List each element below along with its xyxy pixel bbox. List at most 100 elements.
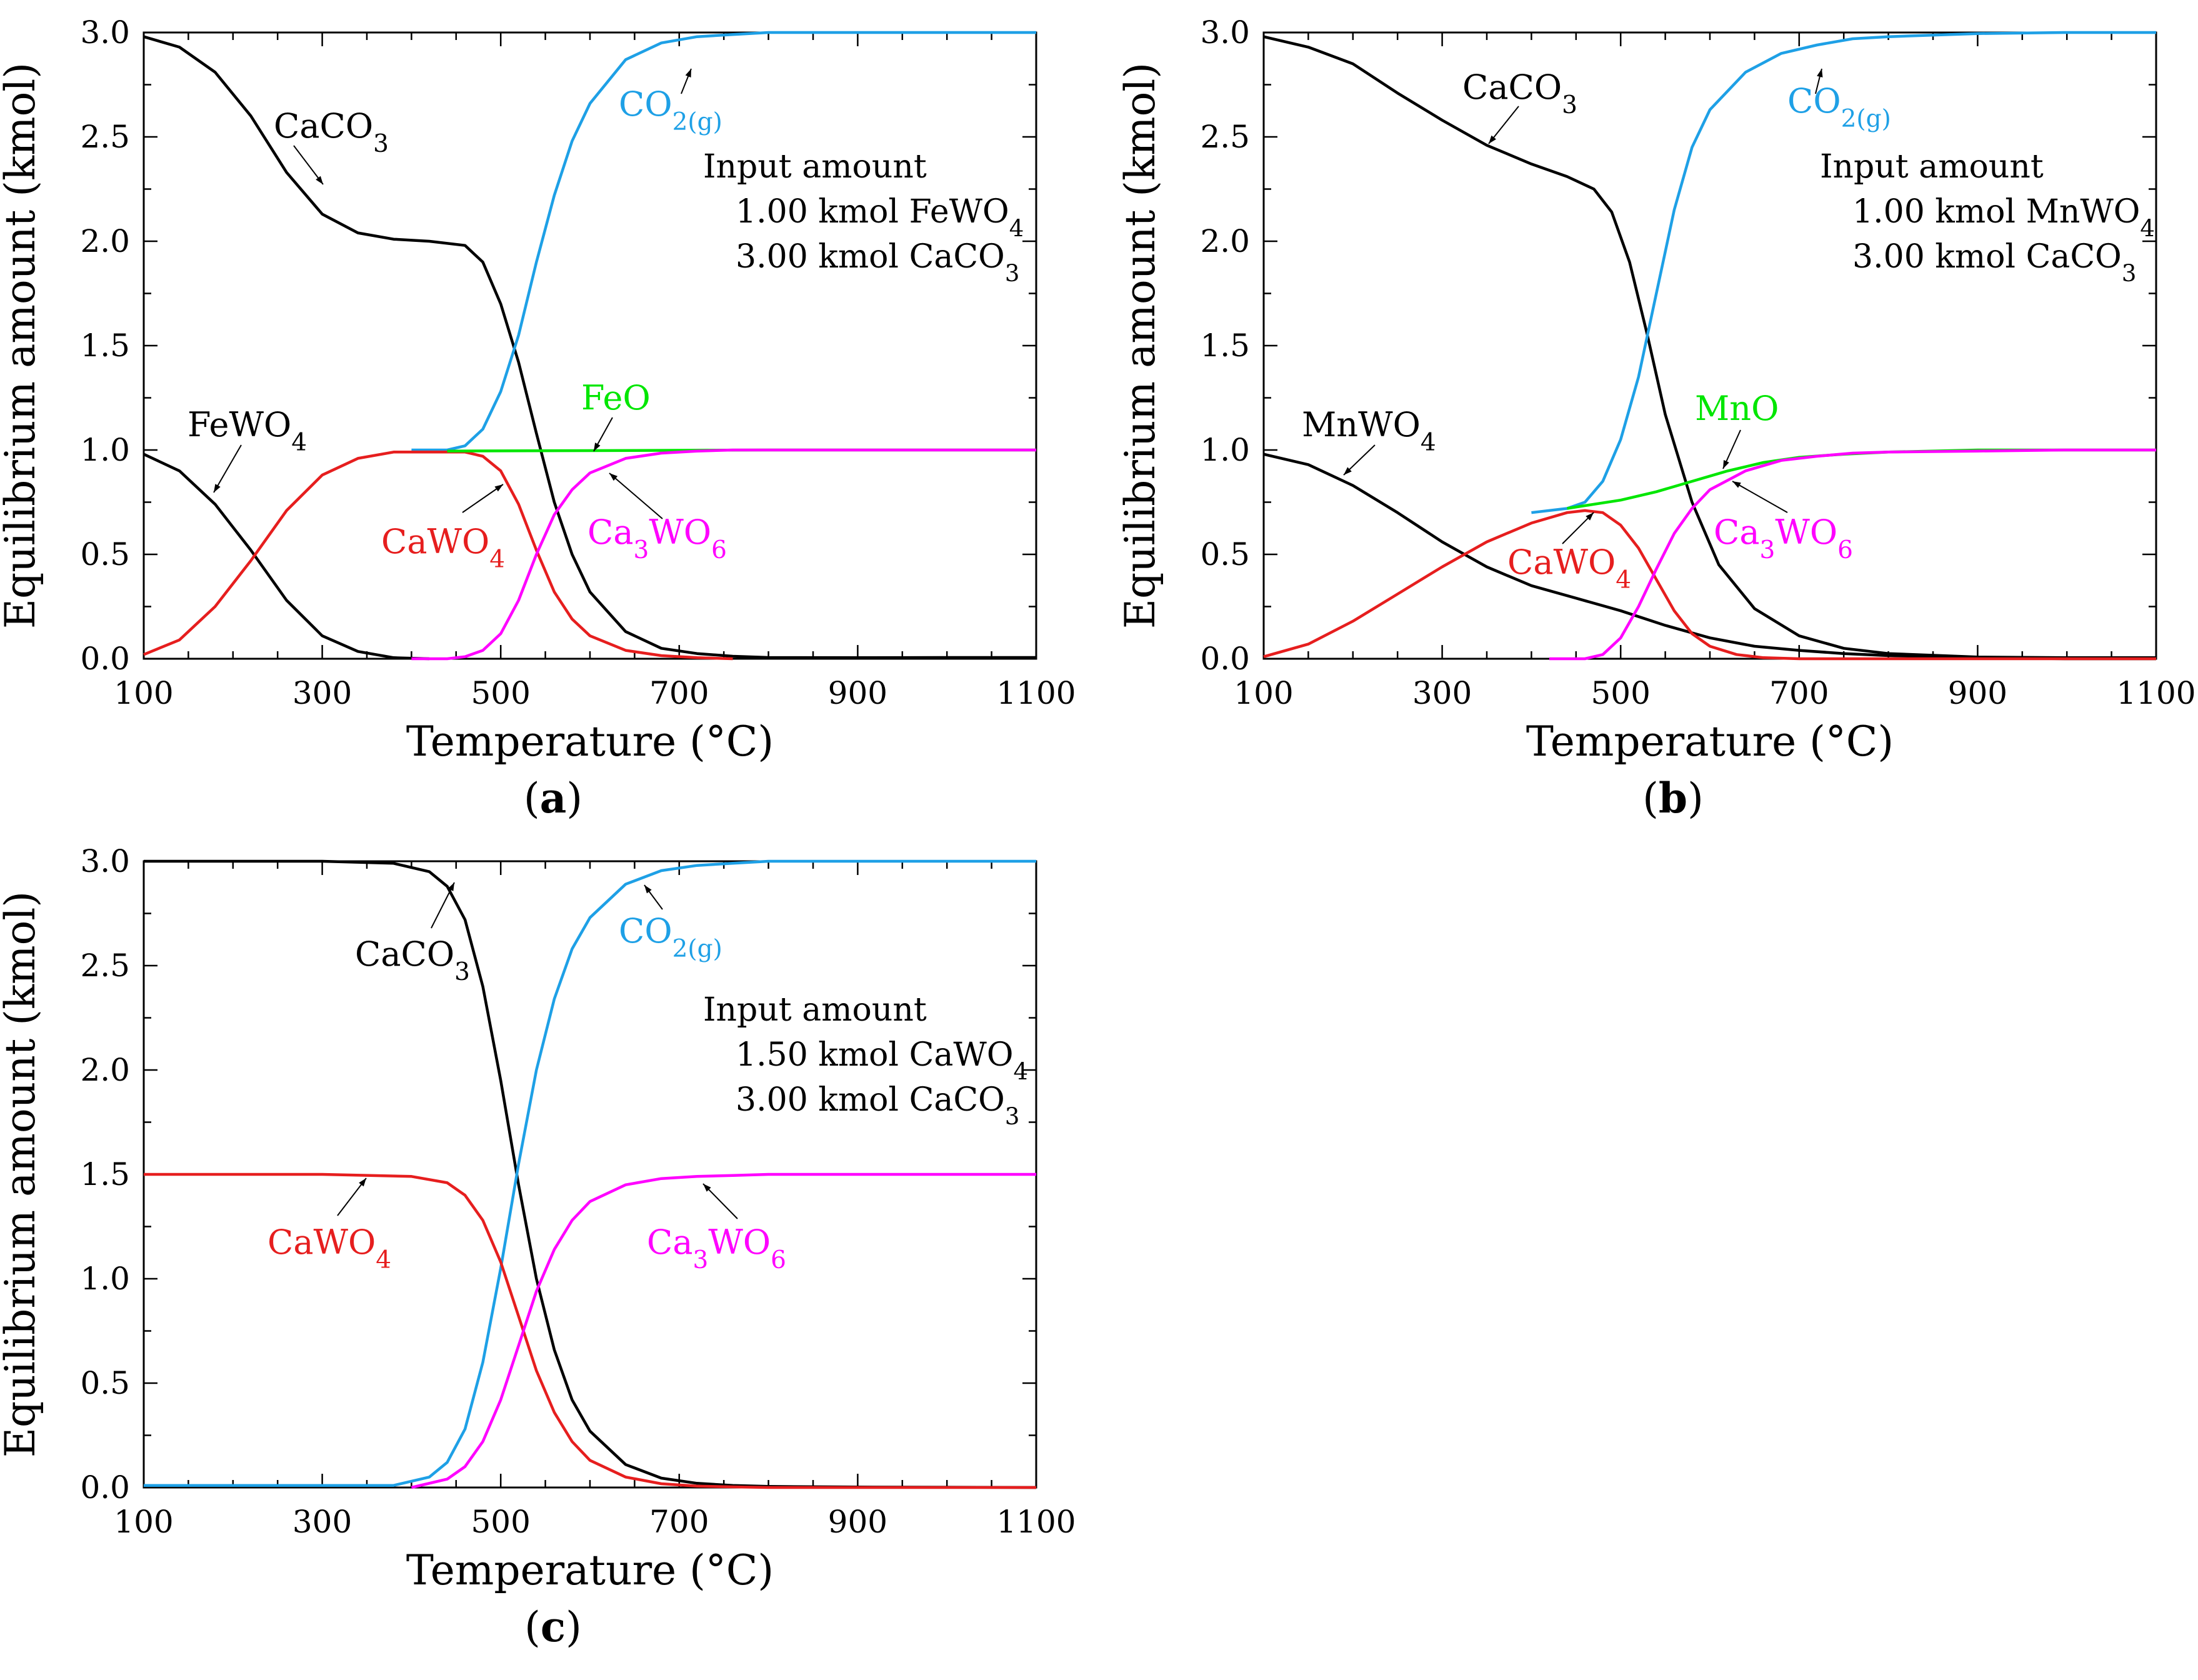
y-tick-label: 3.0 [80, 14, 130, 51]
series-label-CaCO3: CaCO3 [355, 934, 470, 986]
label-pointer-head [214, 484, 221, 492]
y-tick-label: 2.5 [1200, 119, 1250, 155]
x-tick-label: 1100 [996, 1504, 1076, 1540]
y-tick-label: 2.0 [80, 1052, 130, 1088]
label-pointer-head [494, 484, 503, 492]
x-tick-label: 100 [114, 1504, 173, 1540]
plot-frame [1262, 31, 2157, 660]
series-label-CaCO3: CaCO3 [1462, 68, 1577, 119]
x-tick-label: 900 [828, 1504, 887, 1540]
y-axis-label: Equilibrium amount (kmol) [0, 62, 44, 629]
series-line-CaWO4 [143, 451, 733, 661]
y-tick-label: 0.0 [80, 1469, 130, 1506]
series-label-CaWO4: CaWO4 [381, 522, 505, 574]
input-amount-line: 3.00 kmol CaCO3 [736, 238, 1019, 287]
y-tick-label: 1.5 [1200, 328, 1250, 364]
y-tick-label: 0.5 [80, 536, 130, 572]
label-pointer-head [1732, 481, 1741, 488]
y-tick-label: 3.0 [1200, 14, 1250, 51]
series-label-CaWO4: CaWO4 [267, 1222, 391, 1274]
y-tick-label: 1.0 [80, 1261, 130, 1297]
series-label-CaCO3: CaCO3 [274, 106, 389, 158]
x-tick-label: 700 [1769, 675, 1829, 711]
y-tick-label: 1.0 [80, 432, 130, 468]
x-tick-label: 700 [649, 1504, 709, 1540]
label-pointer-head [609, 473, 618, 481]
label-pointer [213, 444, 242, 493]
series-label-Ca3WO6: Ca3WO6 [1714, 512, 1853, 564]
series-label-Ca3WO6: Ca3WO6 [587, 512, 727, 564]
series-label-FeWO4: FeWO4 [187, 405, 307, 457]
x-tick-label: 900 [1948, 675, 2007, 711]
y-tick-label: 0.5 [80, 1365, 130, 1401]
series-line-Ca3WO6 [411, 448, 1036, 661]
series-label-CO2(g): CO2(g) [619, 84, 722, 136]
x-tick-label: 300 [1412, 675, 1472, 711]
panel-label: (c) [524, 1602, 582, 1651]
x-tick-label: 300 [292, 1504, 352, 1540]
x-axis-label: Temperature (°C) [406, 718, 774, 766]
series-label-MnWO4: MnWO4 [1302, 405, 1436, 457]
series-label-FeO: FeO [581, 378, 651, 418]
label-pointer-head [1489, 135, 1496, 144]
y-tick-label: 0.5 [1200, 536, 1250, 572]
x-tick-label: 1100 [2116, 675, 2196, 711]
series-line-MnO [1567, 448, 2156, 510]
label-pointer-head [1344, 467, 1352, 475]
input-amount-line: 1.00 kmol FeWO4 [736, 193, 1024, 242]
series-label-CO2(g): CO2(g) [619, 911, 722, 963]
y-tick-label: 2.0 [80, 223, 130, 259]
series-label-MnO: MnO [1695, 389, 1779, 428]
x-tick-label: 700 [649, 675, 709, 711]
series-line-CO2(g) [144, 859, 1036, 1487]
x-axis-label: Temperature (°C) [1526, 718, 1894, 766]
label-pointer-head [447, 882, 454, 891]
input-amount-line: 3.00 kmol CaCO3 [1852, 238, 2136, 287]
x-tick-label: 1100 [996, 675, 1076, 711]
y-axis-label: Equilibrium amount (kmol) [1116, 62, 1164, 629]
series-label-CO2(g): CO2(g) [1787, 81, 1891, 133]
y-axis-label: Equilibrium amount (kmol) [0, 891, 44, 1458]
panel-label: (a) [524, 774, 582, 822]
label-pointer-head [703, 1184, 711, 1192]
x-tick-label: 300 [292, 675, 352, 711]
label-pointer-head [644, 885, 652, 894]
x-tick-label: 500 [1591, 675, 1650, 711]
chart-panel-a: 0.0 0.5 1.0 1.5 2.0 2.5 3.0 100 300 500 700 900 1100… [0, 14, 1076, 822]
series-line-Ca3WO6 [411, 1172, 1036, 1489]
chart-panel-b: 0.0 0.5 1.0 1.5 2.0 2.5 3.0 100 300 500 700 900 1100… [1116, 14, 2196, 822]
label-pointer-head [1723, 460, 1729, 469]
label-pointer [431, 882, 455, 929]
y-tick-label: 0.0 [1200, 641, 1250, 677]
label-pointer-head [685, 69, 691, 78]
series-line-CaWO4 [144, 1172, 1036, 1489]
panel-label: (b) [1642, 774, 1704, 822]
label-pointer [462, 484, 504, 513]
label-pointer-head [594, 442, 601, 451]
series-line-Ca3WO6 [1549, 448, 2156, 661]
series-line-CO2(g) [1531, 31, 2156, 514]
y-tick-label: 2.5 [80, 119, 130, 155]
x-tick-label: 500 [471, 675, 530, 711]
x-tick-label: 900 [828, 675, 887, 711]
y-tick-label: 1.5 [80, 1156, 130, 1192]
series-line-FeWO4 [143, 452, 430, 661]
series-line-MnWO4 [1263, 452, 2156, 661]
label-pointer [1732, 481, 1788, 513]
input-amount-title: Input amount [703, 991, 927, 1029]
label-pointer-head [316, 176, 323, 184]
series-line-CaWO4 [1263, 509, 2156, 661]
series-line-CaCO3 [144, 859, 1037, 1489]
series-label-CaWO4: CaWO4 [1507, 542, 1631, 594]
chart-panel-c: 0.0 0.5 1.0 1.5 2.0 2.5 3.0 100 300 500 700 900 1100… [0, 843, 1076, 1651]
y-tick-label: 1.0 [1200, 432, 1250, 468]
series-line-CaCO3 [143, 35, 1036, 659]
series-line-CaCO3 [1263, 35, 2156, 659]
y-tick-label: 2.0 [1200, 223, 1250, 259]
label-pointer [609, 472, 663, 519]
label-pointer-head [1817, 69, 1823, 78]
series-line-CO2(g) [411, 31, 1036, 452]
x-axis-label: Temperature (°C) [406, 1546, 774, 1594]
y-tick-label: 1.5 [80, 328, 130, 364]
